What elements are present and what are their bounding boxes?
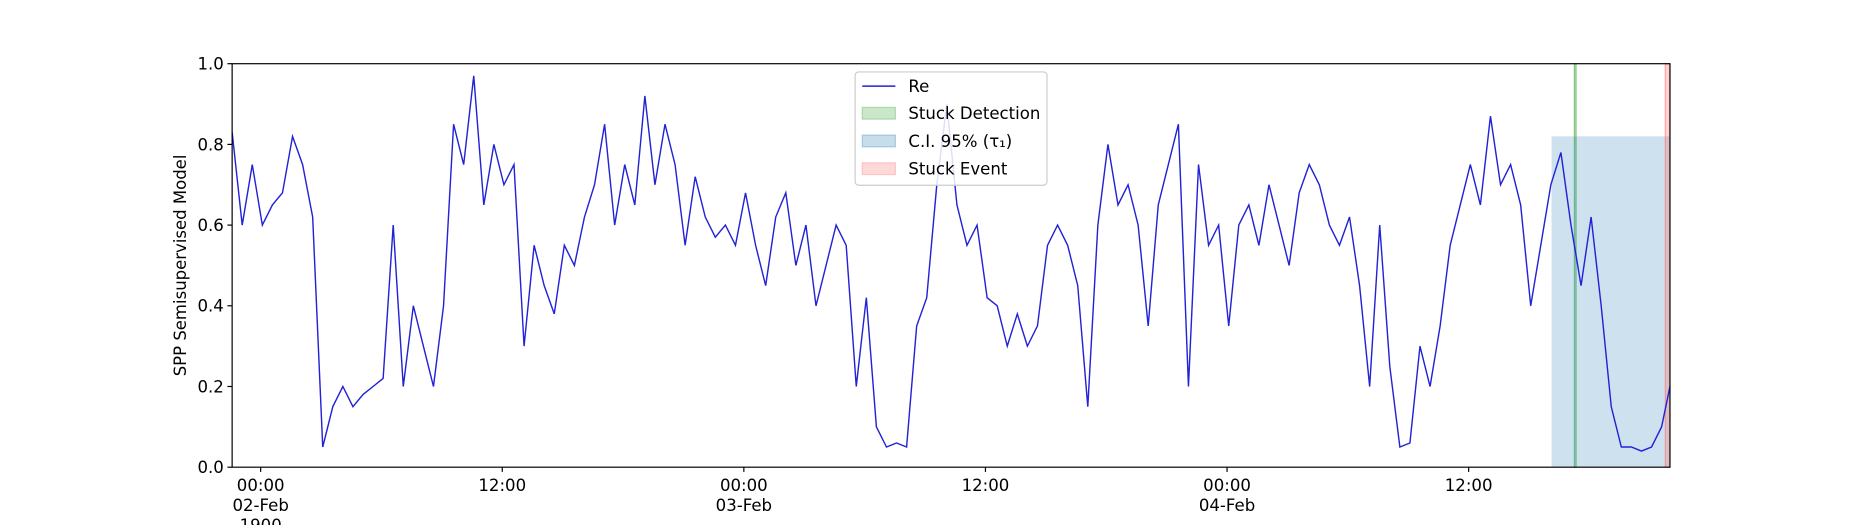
x-tick-label: 00:00 04-Feb (1199, 476, 1255, 515)
y-tick-label: 0.2 (197, 377, 223, 396)
legend: Re Stuck Detection C.I. 95% (τ₁) Stuck Even… (854, 71, 1048, 186)
plot-frame (231, 63, 1671, 468)
legend-label: Stuck Detection (908, 104, 1040, 123)
legend-swatch (861, 134, 896, 148)
legend-label: C.I. 95% (τ₁) (908, 132, 1012, 151)
y-axis-label: SPP Semisupervised Model (171, 155, 190, 377)
y-tick-label: 1.0 (197, 55, 223, 74)
legend-swatch (861, 106, 896, 120)
legend-swatch (861, 162, 896, 176)
x-tick-label: 12:00 (478, 476, 526, 495)
y-tick-label: 0.6 (197, 216, 223, 235)
y-tick-label: 0.4 (197, 297, 223, 316)
x-tick-label: 00:00 03-Feb (716, 476, 772, 515)
spans (1551, 63, 1671, 468)
span (1551, 136, 1670, 468)
legend-label: Re (908, 77, 929, 96)
y-tick-label: 0.0 (197, 458, 223, 477)
legend-box (854, 71, 1048, 186)
x-tick-label: 12:00 (962, 476, 1010, 495)
y-tick-label: 0.8 (197, 135, 223, 154)
legend-label: Stuck Event (908, 160, 1007, 179)
x-tick-label: 12:00 (1445, 476, 1493, 495)
